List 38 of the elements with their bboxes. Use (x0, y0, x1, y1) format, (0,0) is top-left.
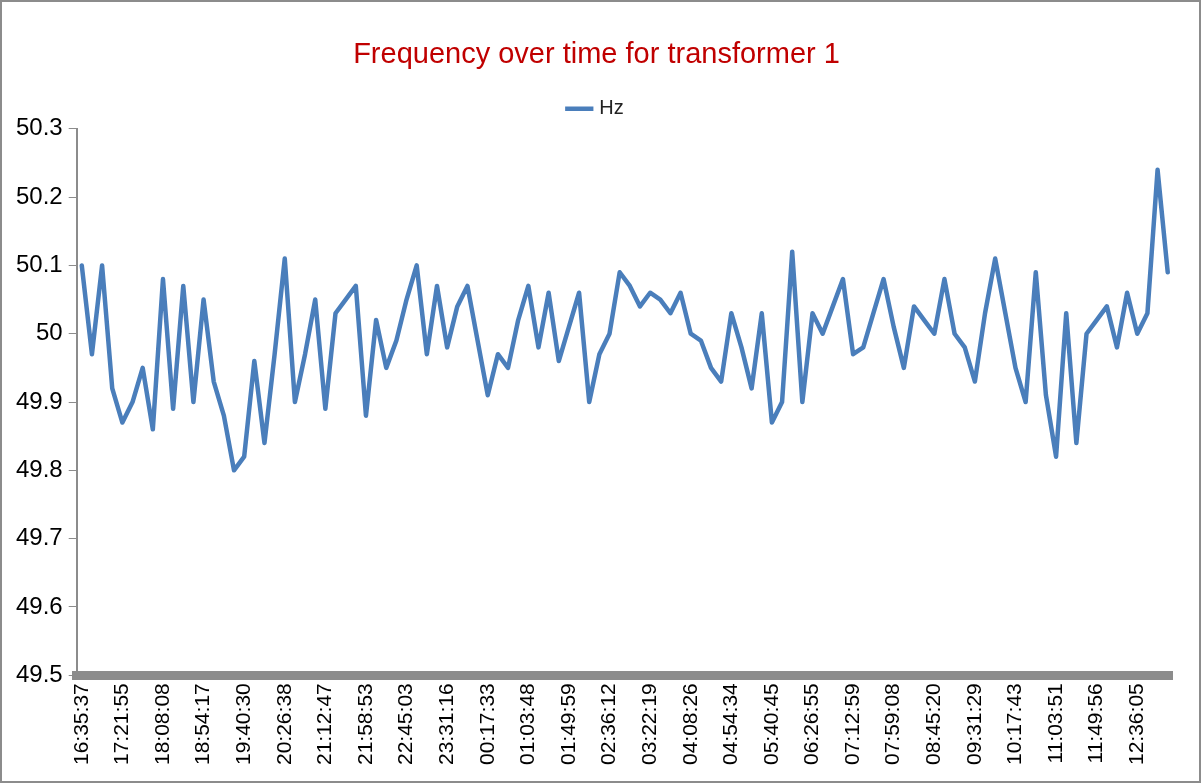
x-tick-label: 07:59:08 (880, 683, 904, 766)
x-tick-label: 01:49:59 (555, 683, 579, 766)
x-tick-label: 04:08:26 (677, 683, 701, 766)
x-tick-label: 10:17:43 (1002, 683, 1026, 766)
y-tick-label: 50.2 (15, 181, 63, 209)
x-tick-label: 18:54:17 (190, 683, 214, 766)
y-tick-label: 49.5 (15, 659, 63, 687)
x-tick-label: 21:12:47 (312, 683, 336, 766)
x-tick-label: 03:22:19 (636, 683, 660, 766)
x-tick-label: 09:31:29 (961, 683, 985, 766)
y-tick-label: 50.1 (15, 250, 63, 278)
x-tick-label: 16:35:37 (68, 683, 92, 766)
x-tick-label: 12:36:05 (1124, 683, 1148, 766)
x-tick-label: 05:40:45 (758, 683, 782, 766)
x-tick-label: 22:45:03 (393, 683, 417, 766)
chart-title: Frequency over time for transformer 1 (353, 37, 840, 70)
y-tick-label: 50 (36, 318, 63, 346)
y-tick-label: 49.9 (15, 386, 63, 414)
x-tick-label: 23:31:16 (433, 683, 457, 766)
y-tick-label: 49.6 (15, 591, 63, 619)
x-tick-label: 01:03:48 (515, 683, 539, 766)
x-tick-label: 17:21:55 (109, 683, 133, 766)
x-tick-label: 04:54:34 (718, 682, 742, 766)
x-tick-label: 11:03:51 (1042, 683, 1066, 764)
y-tick-label: 49.8 (15, 454, 63, 482)
x-tick-label: 00:17:33 (474, 683, 498, 766)
x-tick-label: 20:26:38 (271, 683, 295, 766)
x-tick-label: 18:08:08 (149, 683, 173, 766)
x-tick-label: 02:36:12 (596, 683, 620, 766)
y-tick-label: 50.3 (15, 113, 63, 141)
x-tick-label: 21:58:53 (352, 683, 376, 766)
legend-label: Hz (599, 96, 624, 119)
x-tick-label: 19:40:30 (230, 683, 254, 766)
x-tick-label: 06:26:55 (799, 683, 823, 766)
y-tick-label: 49.7 (15, 523, 63, 551)
x-tick-label: 07:12:59 (839, 683, 863, 766)
x-tick-label: 11:49:56 (1083, 683, 1107, 764)
x-tick-label: 08:45:20 (921, 683, 945, 766)
